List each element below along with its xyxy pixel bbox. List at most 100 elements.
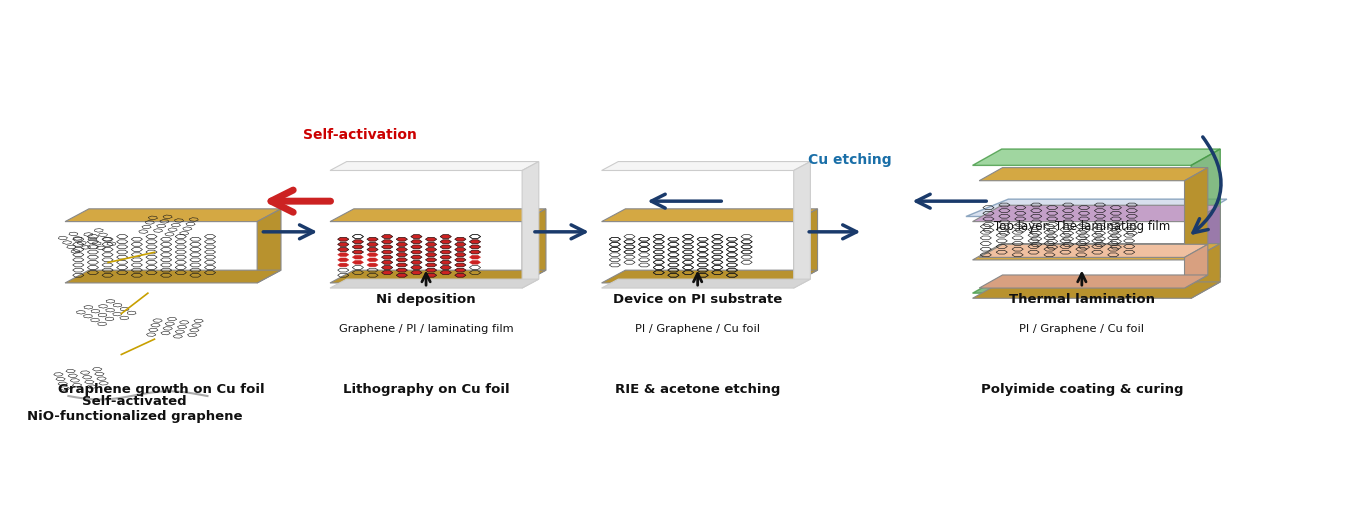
Text: PI / Graphene / Cu foil: PI / Graphene / Cu foil: [636, 324, 760, 334]
Polygon shape: [522, 162, 539, 288]
Polygon shape: [411, 260, 422, 264]
Polygon shape: [440, 255, 451, 259]
Polygon shape: [469, 260, 481, 264]
Polygon shape: [381, 235, 392, 238]
Polygon shape: [411, 245, 422, 249]
Text: Self-activated
NiO-functionalized graphene: Self-activated NiO-functionalized graphe…: [27, 395, 242, 423]
Polygon shape: [66, 270, 282, 283]
Polygon shape: [1191, 205, 1221, 260]
Polygon shape: [329, 270, 545, 283]
Text: RIE & acetone etching: RIE & acetone etching: [615, 383, 781, 396]
Polygon shape: [381, 271, 392, 275]
Polygon shape: [1191, 149, 1221, 293]
Polygon shape: [979, 167, 1208, 181]
Polygon shape: [366, 248, 379, 251]
Polygon shape: [353, 260, 364, 264]
Polygon shape: [338, 258, 349, 261]
Polygon shape: [440, 245, 451, 249]
Polygon shape: [396, 253, 407, 257]
Polygon shape: [366, 258, 379, 261]
Polygon shape: [972, 205, 1221, 222]
Polygon shape: [469, 255, 481, 259]
Text: Lithography on Cu foil: Lithography on Cu foil: [343, 383, 510, 396]
Polygon shape: [329, 209, 545, 222]
Polygon shape: [381, 260, 392, 264]
Polygon shape: [455, 258, 466, 261]
Polygon shape: [1191, 244, 1221, 298]
Polygon shape: [338, 248, 349, 251]
Polygon shape: [396, 248, 407, 251]
Polygon shape: [455, 237, 466, 241]
Polygon shape: [966, 199, 1228, 216]
Polygon shape: [411, 255, 422, 259]
Polygon shape: [411, 235, 422, 238]
Polygon shape: [353, 245, 364, 249]
Polygon shape: [469, 250, 481, 254]
Polygon shape: [425, 237, 436, 241]
Polygon shape: [1185, 244, 1208, 288]
Polygon shape: [396, 263, 407, 267]
Polygon shape: [366, 243, 379, 246]
Polygon shape: [979, 275, 1208, 288]
Polygon shape: [411, 240, 422, 244]
Polygon shape: [440, 235, 451, 238]
Text: PI / Graphene / Cu foil: PI / Graphene / Cu foil: [1020, 324, 1144, 334]
Polygon shape: [1185, 167, 1208, 257]
Polygon shape: [411, 250, 422, 254]
Polygon shape: [425, 263, 436, 267]
Polygon shape: [411, 271, 422, 275]
Polygon shape: [338, 263, 349, 267]
Polygon shape: [972, 149, 1221, 165]
Polygon shape: [972, 244, 1221, 260]
Polygon shape: [396, 237, 407, 241]
Polygon shape: [440, 271, 451, 275]
Polygon shape: [794, 162, 811, 288]
Polygon shape: [396, 274, 407, 277]
Polygon shape: [381, 245, 392, 249]
Text: Thermal lamination: Thermal lamination: [1009, 293, 1155, 306]
Polygon shape: [601, 279, 811, 288]
Polygon shape: [440, 240, 451, 244]
Polygon shape: [440, 250, 451, 254]
Polygon shape: [601, 270, 817, 283]
Polygon shape: [338, 243, 349, 246]
Polygon shape: [396, 268, 407, 272]
Polygon shape: [411, 266, 422, 269]
Polygon shape: [329, 162, 539, 171]
Polygon shape: [66, 209, 282, 222]
Text: Self-activation: Self-activation: [303, 128, 417, 142]
Polygon shape: [381, 255, 392, 259]
Polygon shape: [979, 244, 1208, 257]
Polygon shape: [469, 240, 481, 244]
Polygon shape: [396, 243, 407, 246]
Polygon shape: [381, 240, 392, 244]
Polygon shape: [396, 258, 407, 261]
Polygon shape: [469, 245, 481, 249]
Polygon shape: [329, 279, 539, 288]
Polygon shape: [257, 209, 282, 283]
Polygon shape: [425, 258, 436, 261]
Polygon shape: [353, 255, 364, 259]
Polygon shape: [425, 268, 436, 272]
Polygon shape: [381, 250, 392, 254]
Polygon shape: [366, 253, 379, 257]
Text: Graphene growth on Cu foil: Graphene growth on Cu foil: [57, 383, 264, 396]
Polygon shape: [338, 253, 349, 257]
Polygon shape: [353, 250, 364, 254]
Polygon shape: [353, 240, 364, 244]
Polygon shape: [455, 248, 466, 251]
Text: Polyimide coating & curing: Polyimide coating & curing: [980, 383, 1182, 396]
Text: Device on PI substrate: Device on PI substrate: [612, 293, 782, 306]
Polygon shape: [425, 274, 436, 277]
Polygon shape: [338, 237, 349, 241]
Polygon shape: [440, 266, 451, 269]
Text: Graphene / PI / laminating film: Graphene / PI / laminating film: [339, 324, 514, 334]
Polygon shape: [425, 253, 436, 257]
Polygon shape: [455, 253, 466, 257]
Polygon shape: [425, 243, 436, 246]
Polygon shape: [794, 209, 817, 283]
Polygon shape: [381, 266, 392, 269]
Polygon shape: [972, 282, 1221, 298]
Polygon shape: [455, 268, 466, 272]
Polygon shape: [522, 209, 545, 283]
